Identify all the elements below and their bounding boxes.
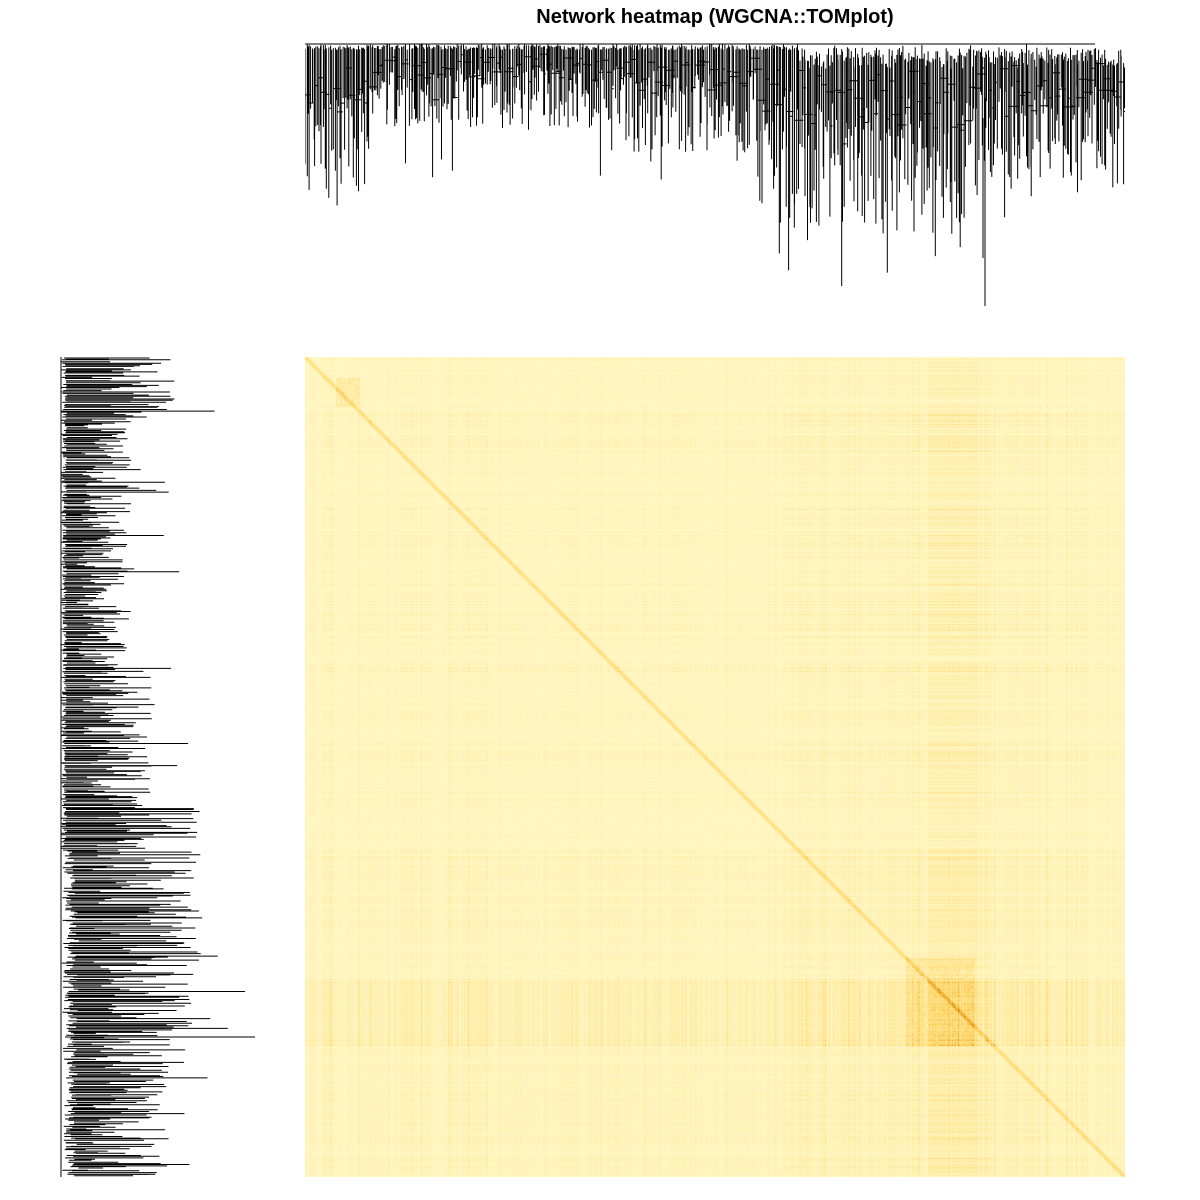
column-dendrogram-branches (305, 43, 1125, 306)
row-dendrogram-branches (60, 357, 255, 1177)
tom-heatmap (305, 357, 1125, 1177)
chart-title: Network heatmap (WGCNA::TOMplot) (536, 6, 894, 28)
row-dendrogram (60, 357, 255, 1177)
column-dendrogram (305, 43, 1125, 306)
